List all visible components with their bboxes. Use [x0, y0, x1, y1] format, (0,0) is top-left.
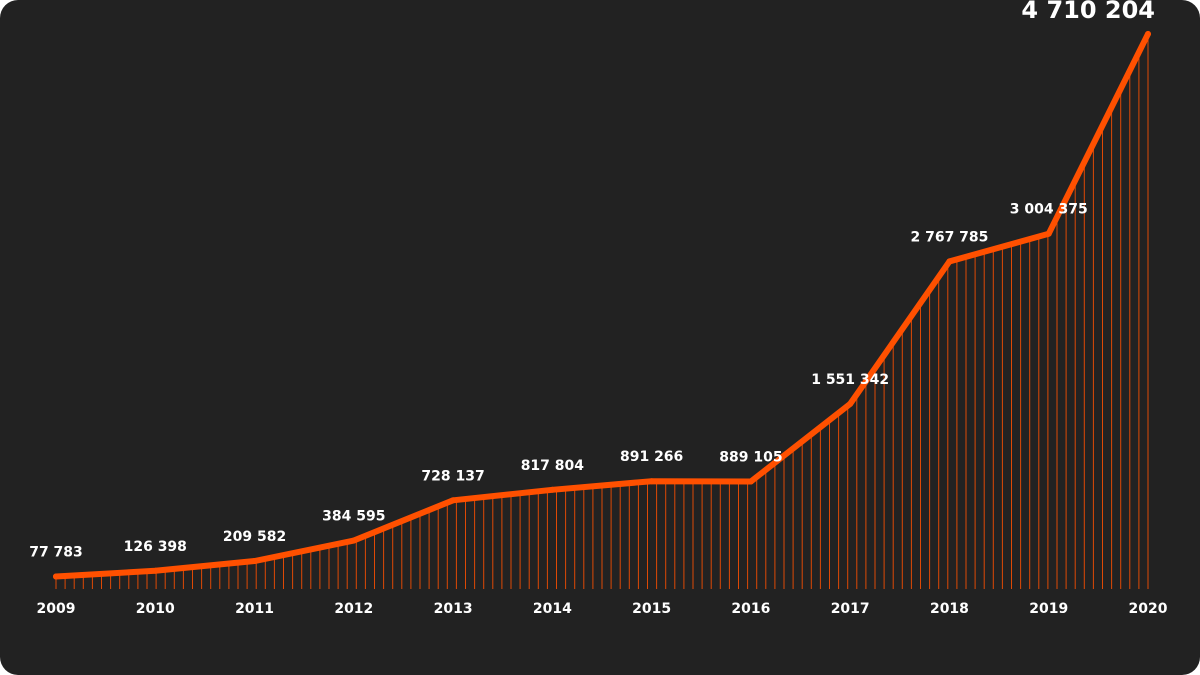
value-label-2018: 2 767 785 [910, 229, 988, 245]
value-labels: 77 783 126 398 209 582 384 595 728 137 817 80… [29, 0, 1155, 560]
data-point-2019 [1045, 230, 1052, 237]
data-point-2014 [549, 486, 556, 493]
value-label-2012: 384 595 [322, 509, 385, 525]
value-label-2016: 889 105 [719, 449, 782, 465]
data-point-2020 [1145, 30, 1151, 37]
data-point-2017 [847, 400, 854, 407]
x-tick-label-2012: 2012 [334, 601, 373, 617]
x-tick-label-2010: 2010 [136, 601, 175, 617]
x-axis-tick-labels: 2009 2010 2011 2012 2013 2014 2015 2016 2017 2018… [37, 601, 1168, 617]
data-point-2012 [350, 537, 357, 544]
series-line [53, 30, 1151, 580]
data-point-2011 [251, 558, 258, 565]
x-tick-label-2016: 2016 [731, 601, 770, 617]
data-point-2009 [53, 573, 59, 580]
data-point-2010 [152, 567, 159, 574]
value-label-2015: 891 266 [620, 449, 683, 465]
value-label-2019: 3 004 375 [1010, 202, 1088, 218]
value-label-2013: 728 137 [421, 468, 484, 484]
x-tick-label-2014: 2014 [533, 601, 572, 617]
value-label-2011: 209 582 [223, 529, 286, 545]
value-label-2010: 126 398 [124, 539, 187, 555]
x-tick-label-2017: 2017 [831, 601, 870, 617]
area-stripes [55, 33, 1149, 589]
x-tick-label-2019: 2019 [1029, 601, 1068, 617]
x-tick-label-2018: 2018 [930, 601, 969, 617]
x-tick-label-2013: 2013 [434, 601, 473, 617]
value-label-2009: 77 783 [29, 544, 83, 560]
data-point-2013 [450, 497, 457, 504]
data-point-2018 [946, 258, 953, 265]
x-tick-label-2020: 2020 [1129, 601, 1168, 617]
value-label-2020: 4 710 204 [1021, 0, 1155, 24]
data-point-2015 [648, 478, 655, 485]
value-label-2017: 1 551 342 [811, 372, 889, 388]
value-label-2014: 817 804 [521, 458, 585, 474]
x-tick-label-2011: 2011 [235, 601, 274, 617]
x-tick-label-2009: 2009 [37, 601, 76, 617]
x-tick-label-2015: 2015 [632, 601, 671, 617]
data-point-2016 [747, 478, 754, 485]
series-line-layer [53, 30, 1151, 580]
